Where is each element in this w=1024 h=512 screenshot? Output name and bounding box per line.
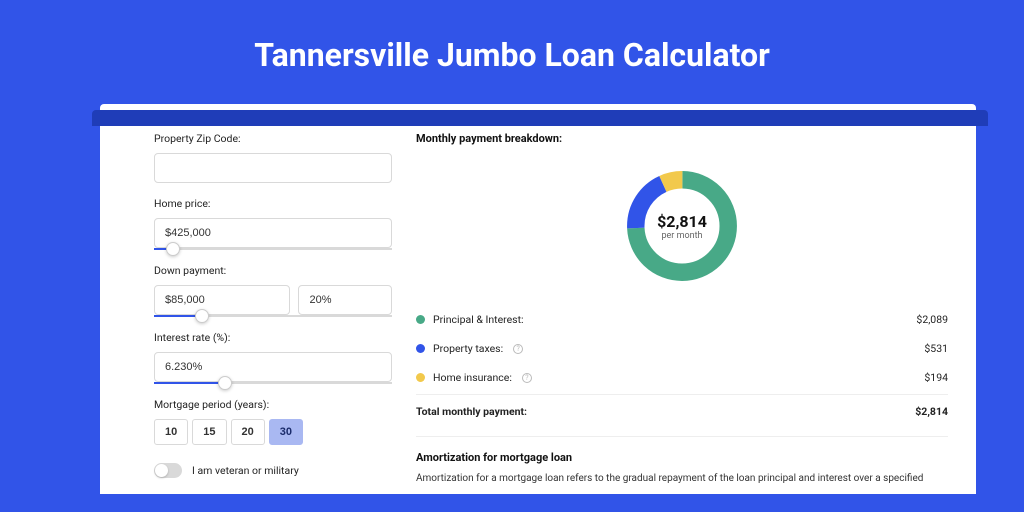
dot-taxes-icon <box>416 344 425 353</box>
zip-field: Property Zip Code: <box>154 132 392 183</box>
period-label: Mortgage period (years): <box>154 398 392 411</box>
home-price-slider-thumb[interactable] <box>166 242 180 256</box>
veteran-label: I am veteran or military <box>192 464 299 477</box>
amortization-title: Amortization for mortgage loan <box>416 451 948 464</box>
home-price-field: Home price: <box>154 197 392 250</box>
donut-sub: per month <box>661 231 702 241</box>
period-btn-10[interactable]: 10 <box>154 419 188 445</box>
dot-principal-icon <box>416 315 425 324</box>
interest-field: Interest rate (%): <box>154 331 392 384</box>
amortization-text: Amortization for a mortgage loan refers … <box>416 472 948 486</box>
interest-slider-thumb[interactable] <box>218 376 232 390</box>
veteran-row: I am veteran or military <box>154 463 392 478</box>
breakdown-total-value: $2,814 <box>915 405 948 418</box>
breakdown-value-taxes: $531 <box>924 342 948 355</box>
calculator-card: Property Zip Code: Home price: Down paym… <box>100 104 976 494</box>
breakdown-total-label: Total monthly payment: <box>416 405 527 418</box>
breakdown-label-taxes: Property taxes: <box>433 342 503 355</box>
down-payment-field: Down payment: <box>154 264 392 317</box>
down-payment-slider-thumb[interactable] <box>195 309 209 323</box>
breakdown-value-principal: $2,089 <box>916 313 948 326</box>
interest-slider[interactable] <box>154 382 392 384</box>
zip-label: Property Zip Code: <box>154 132 392 145</box>
breakdown-value-insurance: $194 <box>924 371 948 384</box>
down-payment-slider[interactable] <box>154 315 392 317</box>
page-title: Tannersville Jumbo Loan Calculator <box>0 0 1024 104</box>
interest-slider-fill <box>154 382 225 384</box>
donut-chart-wrap: $2,814 per month <box>416 165 948 287</box>
breakdown-row-insurance: Home insurance: ? $194 <box>416 363 948 392</box>
period-btn-20[interactable]: 20 <box>231 419 265 445</box>
breakdown-row-total: Total monthly payment: $2,814 <box>416 394 948 426</box>
down-payment-amount-input[interactable] <box>154 285 290 315</box>
breakdown-label-insurance: Home insurance: <box>433 371 512 384</box>
home-price-input[interactable] <box>154 218 392 248</box>
info-icon[interactable]: ? <box>522 373 532 383</box>
down-payment-label: Down payment: <box>154 264 392 277</box>
breakdown-row-principal: Principal & Interest: $2,089 <box>416 305 948 334</box>
period-buttons: 10 15 20 30 <box>154 419 392 445</box>
veteran-toggle-knob <box>155 464 168 477</box>
period-btn-15[interactable]: 15 <box>192 419 226 445</box>
interest-label: Interest rate (%): <box>154 331 392 344</box>
breakdown-column: Monthly payment breakdown: $2,814 per mo… <box>416 132 948 494</box>
home-price-label: Home price: <box>154 197 392 210</box>
divider <box>416 436 948 437</box>
breakdown-row-taxes: Property taxes: ? $531 <box>416 334 948 363</box>
dot-insurance-icon <box>416 373 425 382</box>
period-btn-30[interactable]: 30 <box>269 419 303 445</box>
inputs-column: Property Zip Code: Home price: Down paym… <box>154 132 392 494</box>
card-shadow <box>92 110 988 126</box>
veteran-toggle[interactable] <box>154 463 182 478</box>
donut-center: $2,814 per month <box>621 165 743 287</box>
breakdown-title: Monthly payment breakdown: <box>416 132 948 153</box>
info-icon[interactable]: ? <box>513 344 523 354</box>
home-price-slider[interactable] <box>154 248 392 250</box>
zip-input[interactable] <box>154 153 392 183</box>
donut-chart: $2,814 per month <box>621 165 743 287</box>
down-payment-percent-input[interactable] <box>298 285 392 315</box>
breakdown-label-principal: Principal & Interest: <box>433 313 524 326</box>
donut-amount: $2,814 <box>657 212 707 231</box>
interest-input[interactable] <box>154 352 392 382</box>
period-field: Mortgage period (years): 10 15 20 30 <box>154 398 392 445</box>
